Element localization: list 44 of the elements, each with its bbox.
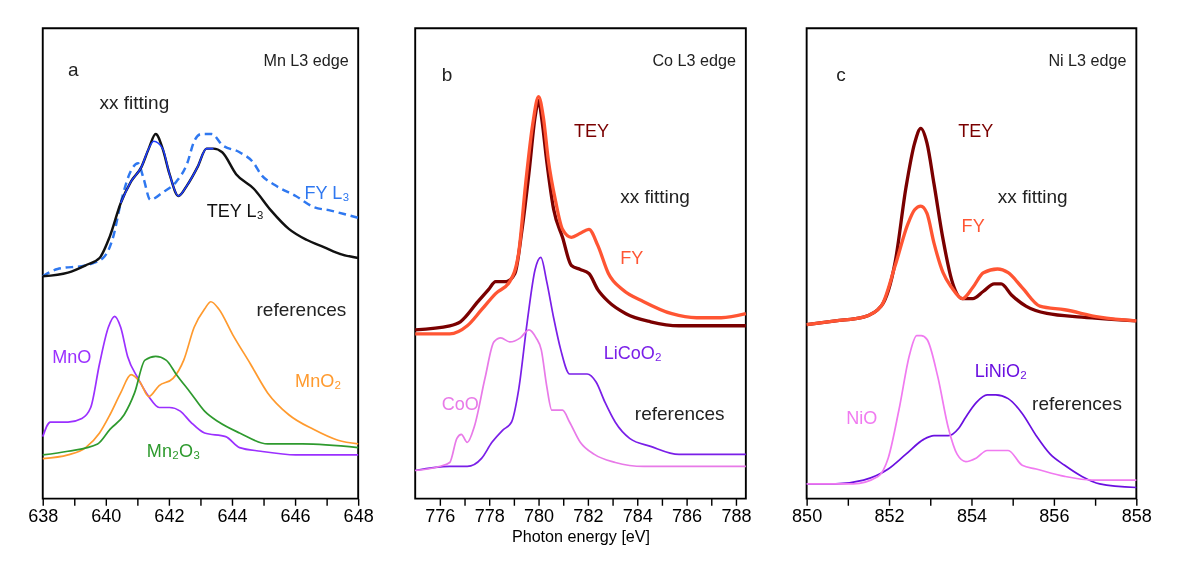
- x-tick-label: 856: [1039, 505, 1070, 526]
- x-tick-label: 780: [523, 505, 555, 526]
- x-tick-label: 788: [721, 505, 752, 526]
- x-tick-label: 644: [217, 505, 248, 526]
- x-axis-title: Photon energy [eV]: [511, 526, 651, 545]
- series-label: FY L₃: [304, 182, 350, 203]
- chart-title: Ni L3 edge: [1048, 50, 1127, 69]
- annotation: xx fitting: [997, 186, 1068, 208]
- series-label: LiNiO₂: [974, 361, 1027, 382]
- x-tick-label: 648: [343, 505, 374, 526]
- x-tick-label: 646: [280, 505, 311, 526]
- x-tick-label: 778: [474, 505, 505, 526]
- annotation: references: [256, 299, 347, 321]
- x-tick-label: 786: [672, 505, 703, 526]
- chart-title: Co L3 edge: [652, 50, 736, 69]
- chart-title: Mn L3 edge: [263, 50, 349, 69]
- annotation: xx fitting: [620, 186, 690, 208]
- series-label: TEY: [573, 121, 610, 142]
- x-tick-label: 784: [622, 505, 653, 526]
- annotation: references: [1032, 393, 1122, 415]
- series-label: FY: [620, 248, 644, 269]
- series-label: TEY: [958, 121, 994, 142]
- x-tick-label: 858: [1121, 505, 1152, 526]
- series-label: CoO: [441, 394, 479, 415]
- x-tick-label: 642: [154, 505, 185, 526]
- x-tick-label: 850: [792, 505, 823, 526]
- x-tick-label: 776: [425, 505, 456, 526]
- text: xx fitting: [99, 92, 170, 114]
- text: b: [441, 64, 453, 86]
- series-label: NiO: [846, 408, 878, 429]
- x-tick-label: 854: [956, 505, 988, 526]
- x-tick-label: 782: [573, 505, 604, 526]
- series-label: MnO₂: [295, 370, 342, 391]
- series-label: FY: [961, 215, 985, 236]
- annotation: references: [634, 402, 725, 424]
- series-label: LiCoO₂: [603, 342, 662, 363]
- series-label: Mn₂O₃: [146, 441, 201, 462]
- x-tick-label: 638: [28, 505, 59, 526]
- series-label: TEY L₃: [206, 201, 264, 222]
- text: c: [836, 64, 846, 86]
- text: a: [67, 59, 79, 81]
- x-tick-label: 640: [91, 505, 122, 526]
- series-label: MnO: [52, 347, 92, 368]
- x-tick-label: 852: [874, 505, 905, 526]
